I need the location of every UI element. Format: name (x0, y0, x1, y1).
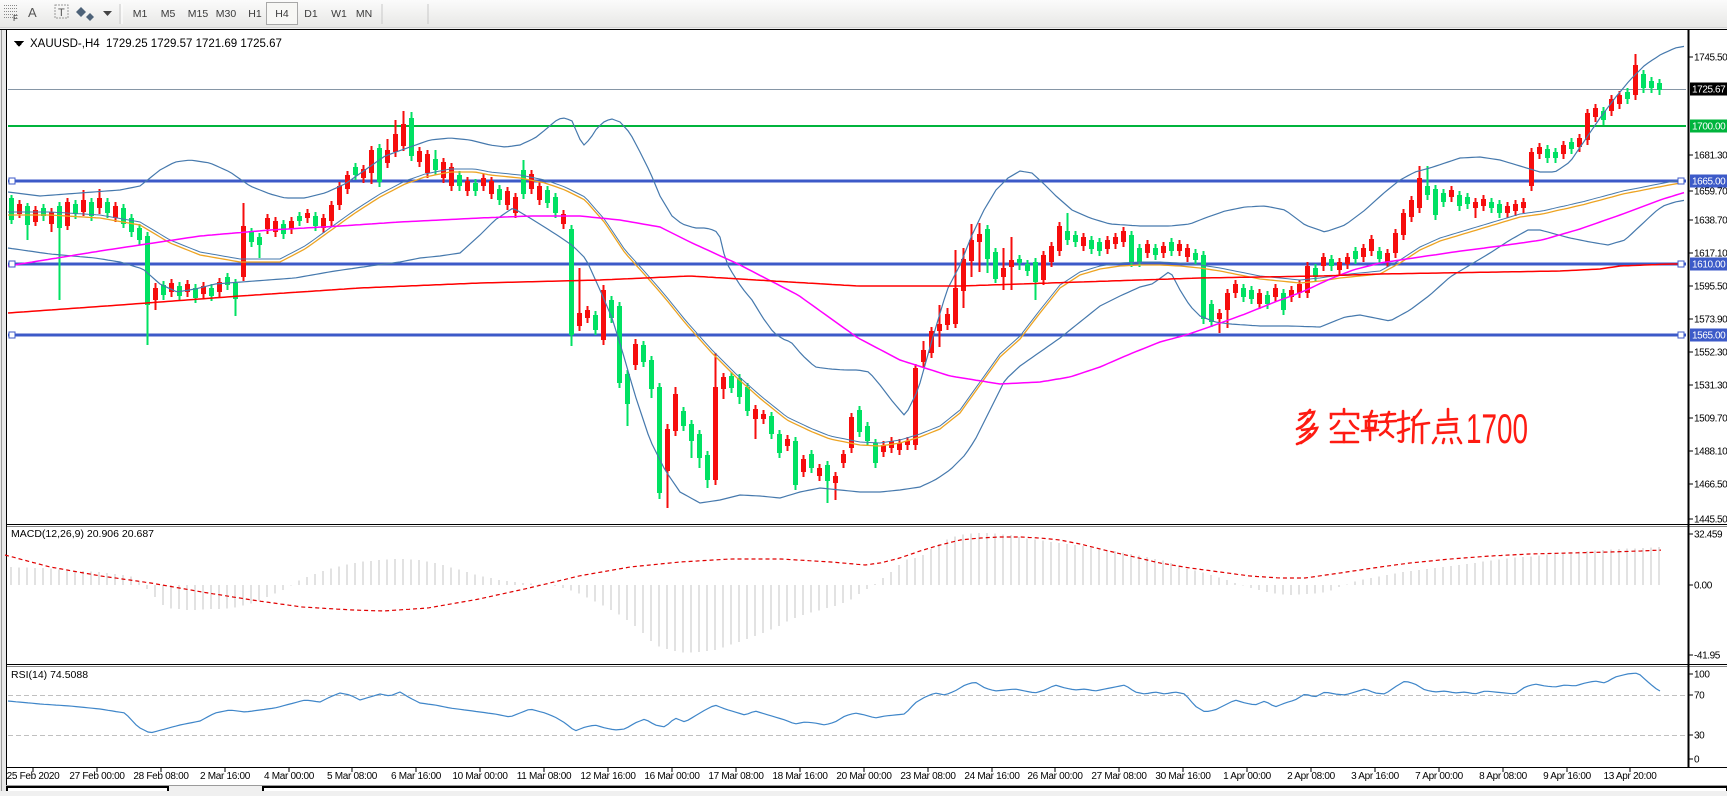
svg-text:17 Mar 08:00: 17 Mar 08:00 (708, 771, 764, 782)
svg-text:0.00: 0.00 (1694, 581, 1713, 592)
svg-text:1466.50: 1466.50 (1694, 480, 1727, 491)
svg-text:1595.50: 1595.50 (1694, 282, 1727, 293)
svg-text:1659.70: 1659.70 (1694, 187, 1727, 198)
svg-text:1552.30: 1552.30 (1694, 348, 1727, 359)
svg-text:6 Mar 16:00: 6 Mar 16:00 (391, 771, 442, 782)
svg-text:1573.90: 1573.90 (1694, 315, 1727, 326)
svg-text:1509.70: 1509.70 (1694, 414, 1727, 425)
svg-text:0: 0 (1694, 755, 1700, 766)
svg-text:9 Apr 16:00: 9 Apr 16:00 (1543, 771, 1592, 782)
svg-text:T: T (58, 7, 65, 19)
svg-text:1745.50: 1745.50 (1694, 53, 1727, 64)
svg-text:5 Mar 08:00: 5 Mar 08:00 (327, 771, 378, 782)
svg-text:1638.70: 1638.70 (1694, 216, 1727, 227)
svg-text:1445.50: 1445.50 (1694, 515, 1727, 526)
svg-text:8 Apr 08:00: 8 Apr 08:00 (1479, 771, 1528, 782)
svg-text:RSI(14) 74.5088: RSI(14) 74.5088 (11, 669, 88, 681)
svg-text:1700.00: 1700.00 (1692, 122, 1726, 133)
svg-text:32.459: 32.459 (1694, 530, 1723, 541)
svg-text:3 Apr 16:00: 3 Apr 16:00 (1351, 771, 1400, 782)
svg-text:26 Mar 00:00: 26 Mar 00:00 (1027, 771, 1083, 782)
svg-text:A: A (28, 5, 37, 20)
svg-text:1617.10: 1617.10 (1694, 249, 1727, 260)
svg-text:1531.30: 1531.30 (1694, 381, 1727, 392)
svg-text:4 Mar 00:00: 4 Mar 00:00 (264, 771, 315, 782)
svg-text:2 Apr 08:00: 2 Apr 08:00 (1287, 771, 1336, 782)
svg-text:30: 30 (1694, 731, 1705, 742)
svg-text:100: 100 (1694, 670, 1710, 681)
svg-text:23 Mar 08:00: 23 Mar 08:00 (900, 771, 956, 782)
svg-text:24 Mar 16:00: 24 Mar 16:00 (964, 771, 1020, 782)
svg-text:30 Mar 16:00: 30 Mar 16:00 (1155, 771, 1211, 782)
svg-text:-41.95: -41.95 (1694, 651, 1721, 662)
svg-text:1665.00: 1665.00 (1692, 177, 1726, 188)
svg-text:XAUUSD-,H4 1729.25 1729.57 17: XAUUSD-,H4 1729.25 1729.57 1721.69 1725.… (30, 38, 282, 50)
svg-text:25 Feb 2020: 25 Feb 2020 (7, 771, 61, 782)
svg-text:27 Mar 08:00: 27 Mar 08:00 (1091, 771, 1147, 782)
svg-text:1725.67: 1725.67 (1692, 85, 1726, 96)
svg-text:1700: 1700 (1466, 405, 1528, 452)
svg-text:10 Mar 00:00: 10 Mar 00:00 (452, 771, 508, 782)
svg-text:F: F (13, 14, 18, 23)
svg-text:1681.30: 1681.30 (1694, 151, 1727, 162)
svg-text:7 Apr 00:00: 7 Apr 00:00 (1415, 771, 1464, 782)
svg-text:70: 70 (1694, 691, 1705, 702)
svg-text:1610.00: 1610.00 (1692, 260, 1726, 271)
svg-text:1 Apr 00:00: 1 Apr 00:00 (1223, 771, 1272, 782)
svg-text:11 Mar 08:00: 11 Mar 08:00 (517, 771, 572, 782)
svg-text:1565.00: 1565.00 (1692, 331, 1726, 342)
svg-text:12 Mar 16:00: 12 Mar 16:00 (580, 771, 636, 782)
svg-text:18 Mar 16:00: 18 Mar 16:00 (772, 771, 828, 782)
svg-text:2 Mar 16:00: 2 Mar 16:00 (200, 771, 251, 782)
svg-text:16 Mar 00:00: 16 Mar 00:00 (644, 771, 700, 782)
svg-text:28 Feb 08:00: 28 Feb 08:00 (133, 771, 189, 782)
svg-text:13 Apr 20:00: 13 Apr 20:00 (1603, 771, 1657, 782)
svg-text:27 Feb 00:00: 27 Feb 00:00 (69, 771, 125, 782)
svg-text:1488.10: 1488.10 (1694, 447, 1727, 458)
svg-text:20 Mar 00:00: 20 Mar 00:00 (836, 771, 892, 782)
svg-text:MACD(12,26,9) 20.906 20.687: MACD(12,26,9) 20.906 20.687 (11, 528, 154, 540)
